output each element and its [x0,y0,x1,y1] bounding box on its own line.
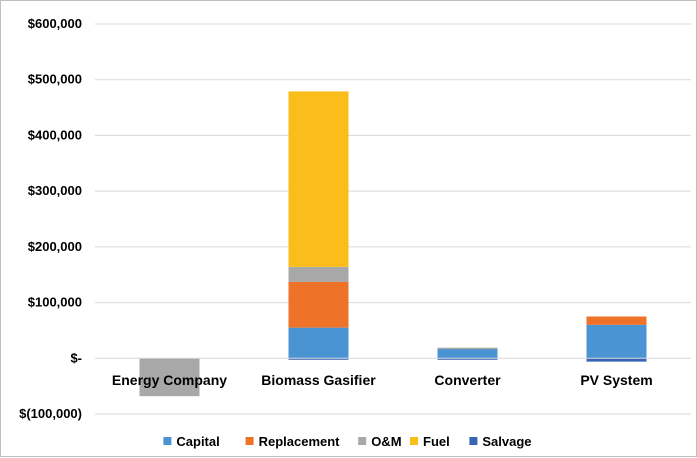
category-label-energy-company: Energy Company [112,372,227,388]
y-tick-label: $- [70,350,82,365]
bar-energy-company-oandm [139,358,200,397]
legend-label: O&M [371,434,401,449]
y-tick-label: $(100,000) [19,406,82,421]
y-axis-ticks: $(100,000) $- $100,000 $200,000 $300,000 $400… [19,16,82,421]
bar-pv-system-capital [586,324,647,359]
legend-label: Capital [176,434,219,449]
bars [139,91,647,397]
legend-item-salvage: Salvage [469,434,532,449]
category-labels: Energy Company Biomass Gasifier Converter P… [112,372,653,388]
legend-label: Replacement [259,434,341,449]
legend-item-replacement: Replacement [245,434,341,449]
bar-biomass-gasifier-fuel [288,91,349,267]
bar-pv-system-replacement [586,316,647,325]
bar-biomass-gasifier-replacement [288,281,349,328]
y-tick-label: $100,000 [28,295,82,310]
y-tick-label: $600,000 [28,16,82,31]
bar-biomass-gasifier-capital [288,327,349,359]
legend: Capital Replacement O&M Fuel Salvage [163,434,532,449]
bar-pv-system-salvage [586,358,647,362]
bar-biomass-gasifier-salvage [288,358,349,360]
bar-biomass-gasifier-oandm [288,266,349,282]
legend-swatch [469,437,478,445]
bar-converter-capital [437,348,498,359]
category-label-converter: Converter [434,372,501,388]
bar-converter-salvage [437,358,498,360]
y-tick-label: $400,000 [28,127,82,142]
gridlines [95,23,691,415]
legend-item-capital: Capital [163,434,220,449]
legend-label: Fuel [423,434,450,449]
legend-swatch [245,437,254,445]
y-tick-label: $200,000 [28,239,82,254]
category-label-biomass-gasifier: Biomass Gasifier [261,372,376,388]
category-label-pv-system: PV System [580,372,652,388]
legend-swatch [358,437,367,445]
legend-item-oandm: O&M [358,434,402,449]
y-tick-label: $500,000 [28,72,82,87]
legend-item-fuel: Fuel [410,434,450,449]
legend-swatch [410,437,418,445]
bar-converter-oandm [437,347,498,350]
legend-swatch [163,437,172,445]
legend-label: Salvage [482,434,531,449]
y-tick-label: $300,000 [28,183,82,198]
